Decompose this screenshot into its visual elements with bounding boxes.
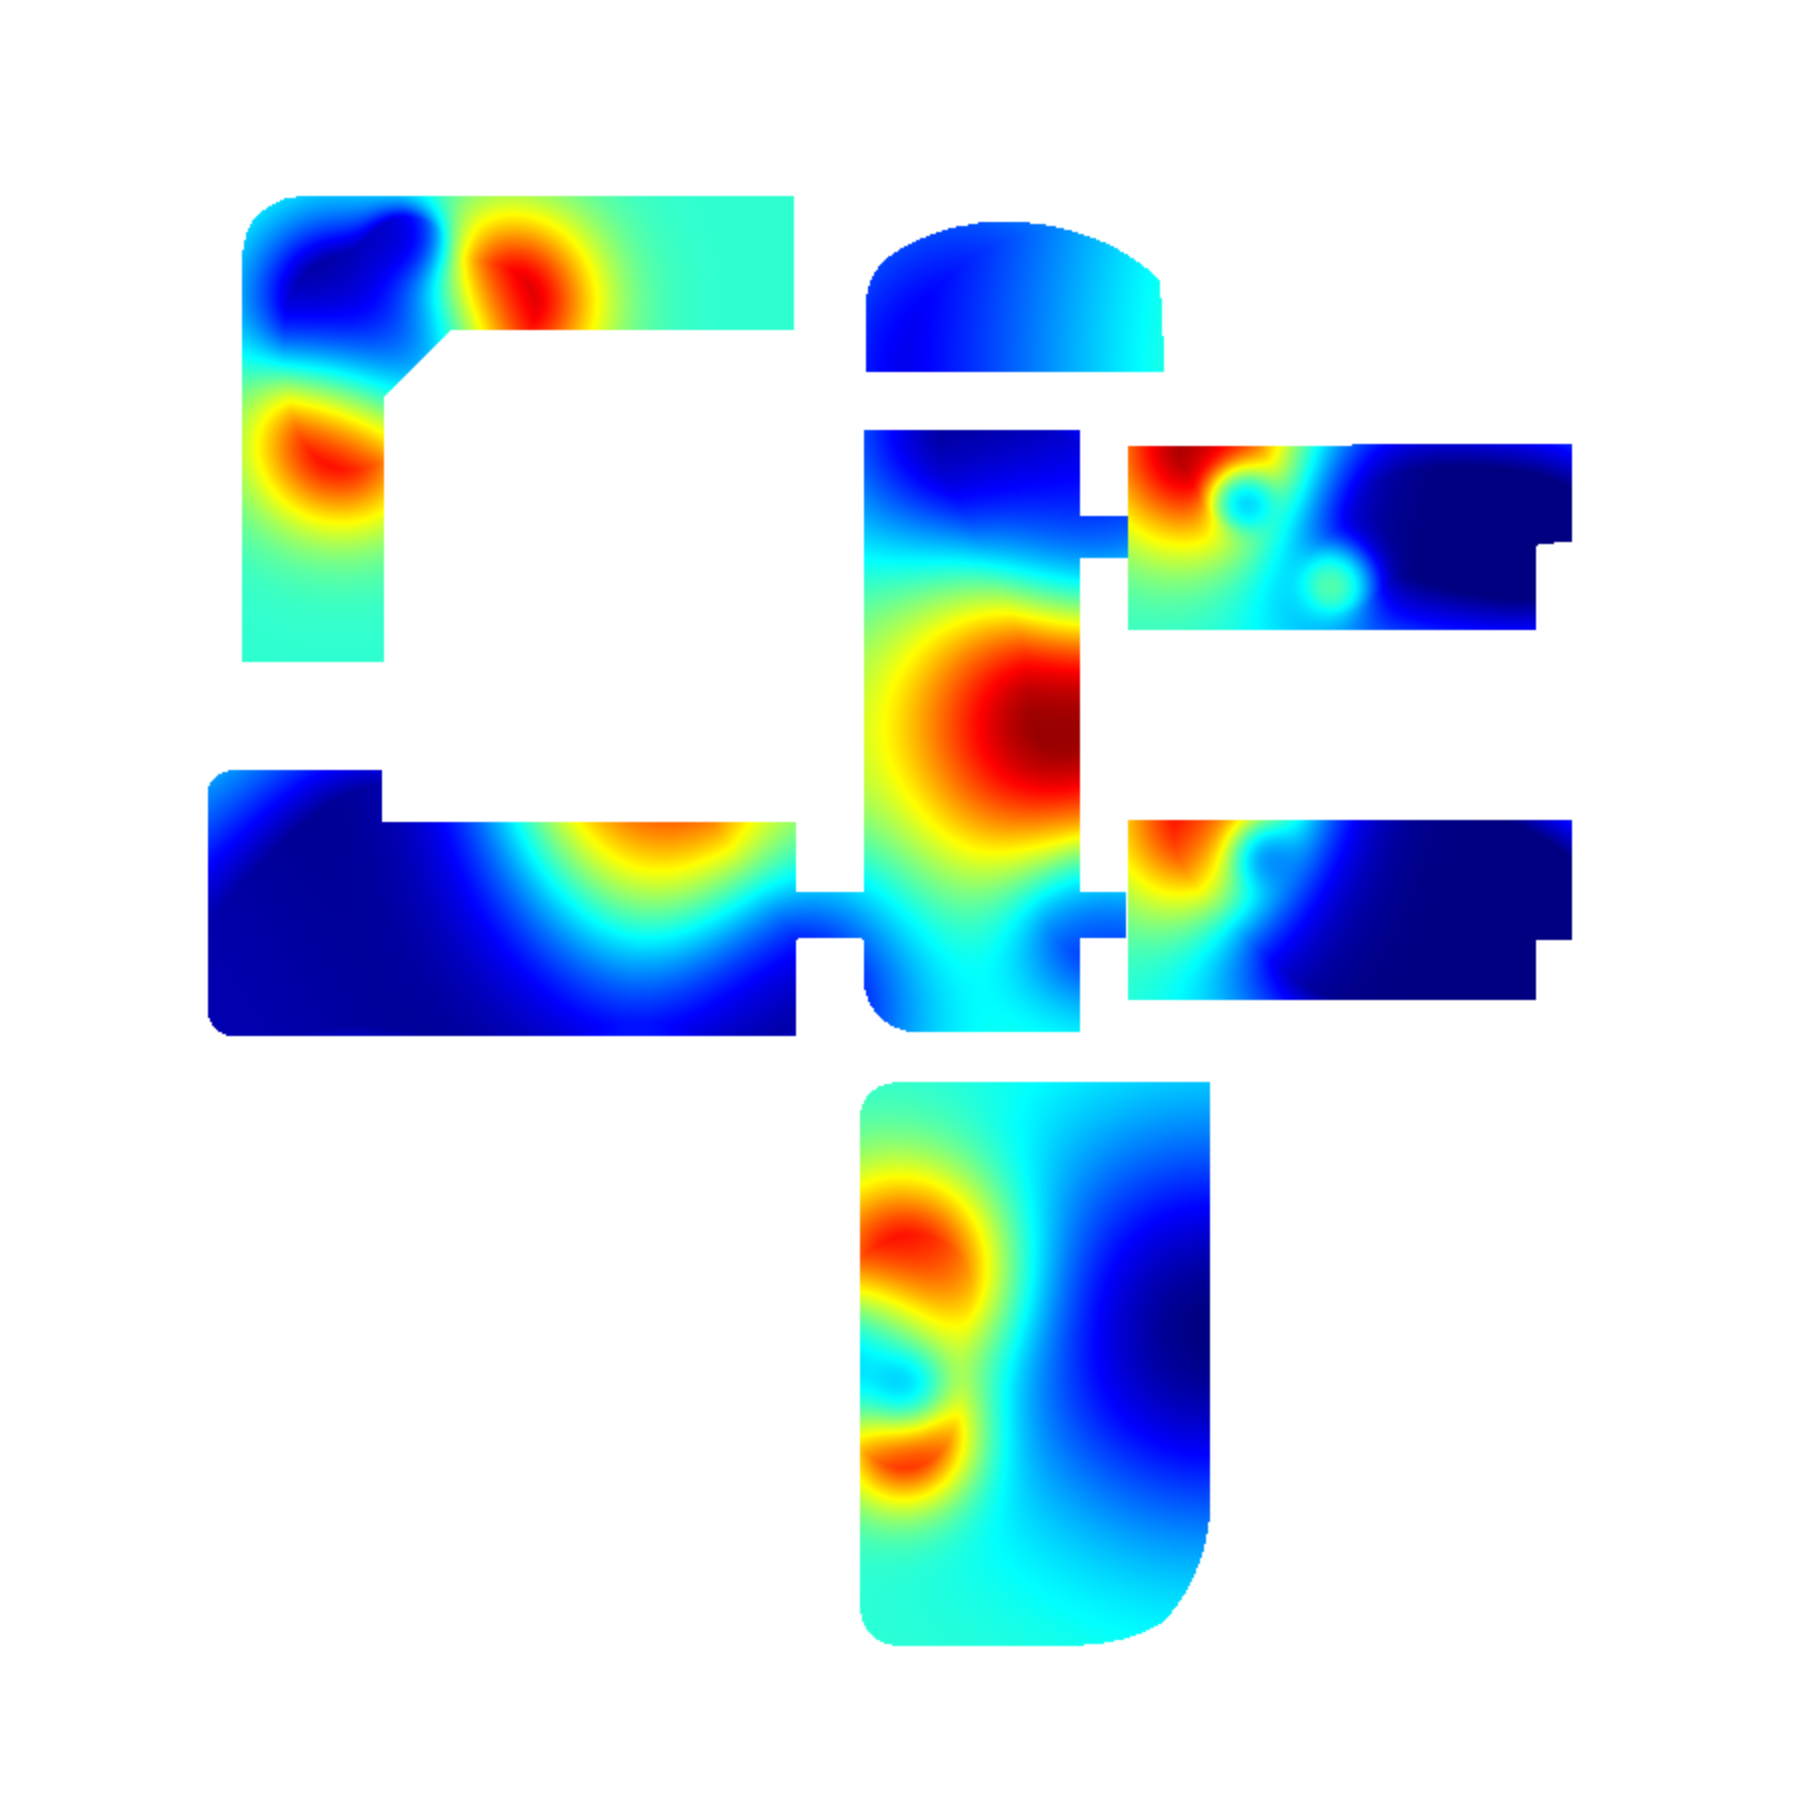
floorplan-heatmap xyxy=(0,0,1802,1802)
heatmap-field xyxy=(0,0,1802,1802)
